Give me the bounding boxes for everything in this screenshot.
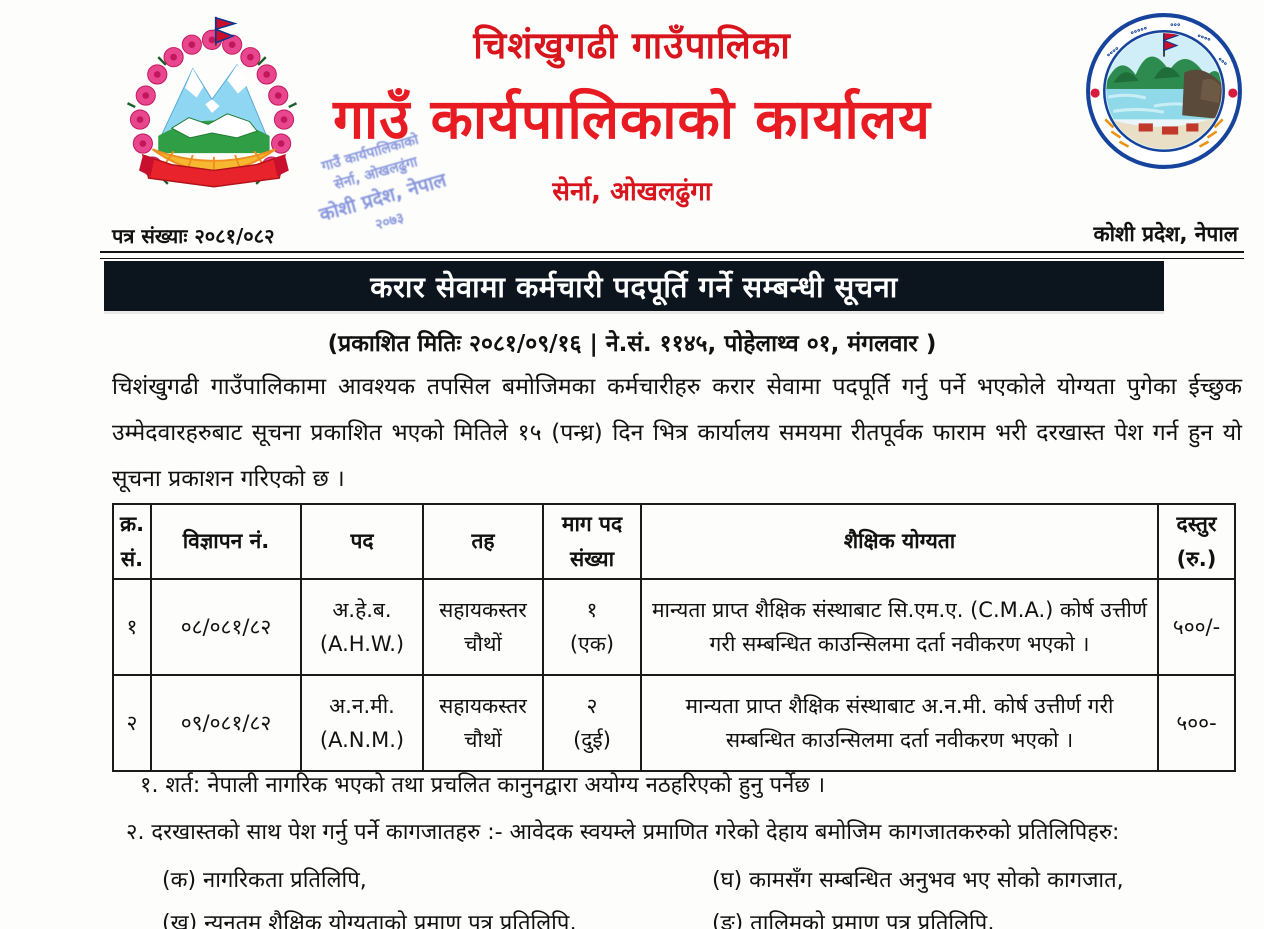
- header-divider: [100, 251, 1244, 259]
- condition-item-2: २. दरखास्तको साथ पेश गर्नु पर्ने कागजातह…: [126, 819, 1120, 845]
- office-address: सेर्ना, ओखलढुंगा: [552, 177, 712, 207]
- document-item-nga: (ङ) तालिमको प्रमाण पत्र प्रतिलिपि,: [712, 910, 995, 929]
- cell-ad-no: ०९/०८१/८२: [150, 674, 302, 773]
- cell-level: सहायकस्तर चौथों: [422, 578, 544, 677]
- svg-text:॰॰॰: ॰॰॰: [1170, 20, 1181, 30]
- document-item-kha: (ख) न्युनतम शैक्षिक योग्यताको प्रमाण पत्…: [162, 910, 577, 929]
- count-number: २: [586, 693, 598, 718]
- post-nepali: अ.हे.ब.: [332, 597, 392, 622]
- notice-title-banner: करार सेवामा कर्मचारी पदपूर्ति गर्ने सम्ब…: [104, 261, 1164, 311]
- count-word: (एक): [569, 632, 615, 657]
- documents-row-1: (क) नागरिकता प्रतिलिपि, (घ) कामसँग सम्बन…: [112, 864, 1244, 894]
- post-english: (A.H.W.): [319, 632, 405, 657]
- post-english: (A.N.M.): [319, 728, 405, 753]
- document-item-gha: (घ) कामसँग सम्बन्धित अनुभव भए सोको कागजा…: [712, 867, 1124, 893]
- cell-post: अ.हे.ब. (A.H.W.): [300, 578, 424, 677]
- condition-item-1: १. शर्त: नेपाली नागरिक भएको तथा प्रचलित …: [140, 773, 826, 798]
- notice-title: करार सेवामा कर्मचारी पदपूर्ति गर्ने सम्ब…: [370, 269, 898, 304]
- publication-dateline: (प्रकाशित मितिः २०८१/०९/१६ | ने.सं. ११४५…: [327, 331, 937, 357]
- cell-qualification: मान्यता प्राप्त शैक्षिक संस्थाबाट अ.न.मी…: [640, 674, 1159, 773]
- cell-positions: २ (दुई): [542, 674, 642, 773]
- col-qualification: शैक्षिक योग्यता: [640, 502, 1159, 581]
- table-header-row: क्र. सं. विज्ञापन नं. पद तह माग पद संख्य…: [112, 502, 1236, 581]
- municipality-name: चिशंखुगढी गाउँपालिका: [473, 24, 791, 67]
- table-row: २ ०९/०८१/८२ अ.न.मी. (A.N.M.) सहायकस्तर च…: [112, 674, 1236, 773]
- seal-wheat-icon: [1104, 118, 1224, 148]
- cell-positions: १ (एक): [542, 578, 642, 677]
- office-name: गाउँ कार्यपालिकाको कार्यालय: [333, 87, 931, 151]
- notice-body-paragraph: चिशंखुगढी गाउँपालिकामा आवश्यक तपसिल बमोज…: [112, 374, 1242, 492]
- province-label: कोशी प्रदेश, नेपाल: [1093, 222, 1238, 246]
- cell-qualification: मान्यता प्राप्त शैक्षिक संस्थाबाट सि.एम.…: [640, 578, 1159, 677]
- count-word: (दुई): [573, 728, 611, 753]
- cell-level: सहायकस्तर चौथों: [422, 674, 544, 773]
- cell-serial: १: [112, 578, 152, 677]
- col-post: पद: [300, 502, 424, 581]
- col-positions: माग पद संख्या: [542, 502, 642, 581]
- conditions-section: १. शर्त: नेपाली नागरिक भएको तथा प्रचलित …: [112, 770, 1244, 929]
- hills-icon: [158, 113, 270, 154]
- vacancy-table: क्र. सं. विज्ञापन नं. पद तह माग पद संख्य…: [112, 502, 1236, 773]
- col-fee: दस्तुर (रु.): [1157, 502, 1236, 581]
- cell-fee: ५००/-: [1157, 578, 1236, 677]
- col-serial: क्र. सं.: [112, 502, 152, 581]
- document-item-ka: (क) नागरिकता प्रतिलिपि,: [162, 867, 367, 893]
- nepal-flag-icon: [213, 16, 238, 46]
- ribbon-banner-icon: [139, 153, 289, 188]
- svg-text:॰॰॰॰: ॰॰॰॰: [1196, 31, 1213, 45]
- municipality-emblem-logo: [126, 16, 298, 188]
- table-row: १ ०८/०८१/८२ अ.हे.ब. (A.H.W.) सहायकस्तर च…: [112, 578, 1236, 677]
- post-nepali: अ.न.मी.: [329, 693, 395, 718]
- col-advertisement-no: विज्ञापन नं.: [150, 502, 302, 581]
- count-number: १: [586, 597, 598, 622]
- office-seal-logo: ॰॰॰॰ ॰॰॰॰॰ ॰॰॰ ॰॰॰॰ ॰॰॰: [1086, 13, 1242, 169]
- letter-number: पत्र संख्याः २०८१/०८२: [112, 224, 275, 248]
- cell-fee: ५००-: [1157, 674, 1236, 773]
- cell-serial: २: [112, 674, 152, 773]
- documents-row-2: (ख) न्युनतम शैक्षिक योग्यताको प्रमाण पत्…: [112, 907, 1244, 929]
- cell-ad-no: ०८/०८१/८२: [150, 578, 302, 677]
- cell-post: अ.न.मी. (A.N.M.): [300, 674, 424, 773]
- seal-flower-icon: [1090, 88, 1238, 98]
- col-level: तह: [422, 502, 544, 581]
- mountain-icon: [161, 63, 267, 135]
